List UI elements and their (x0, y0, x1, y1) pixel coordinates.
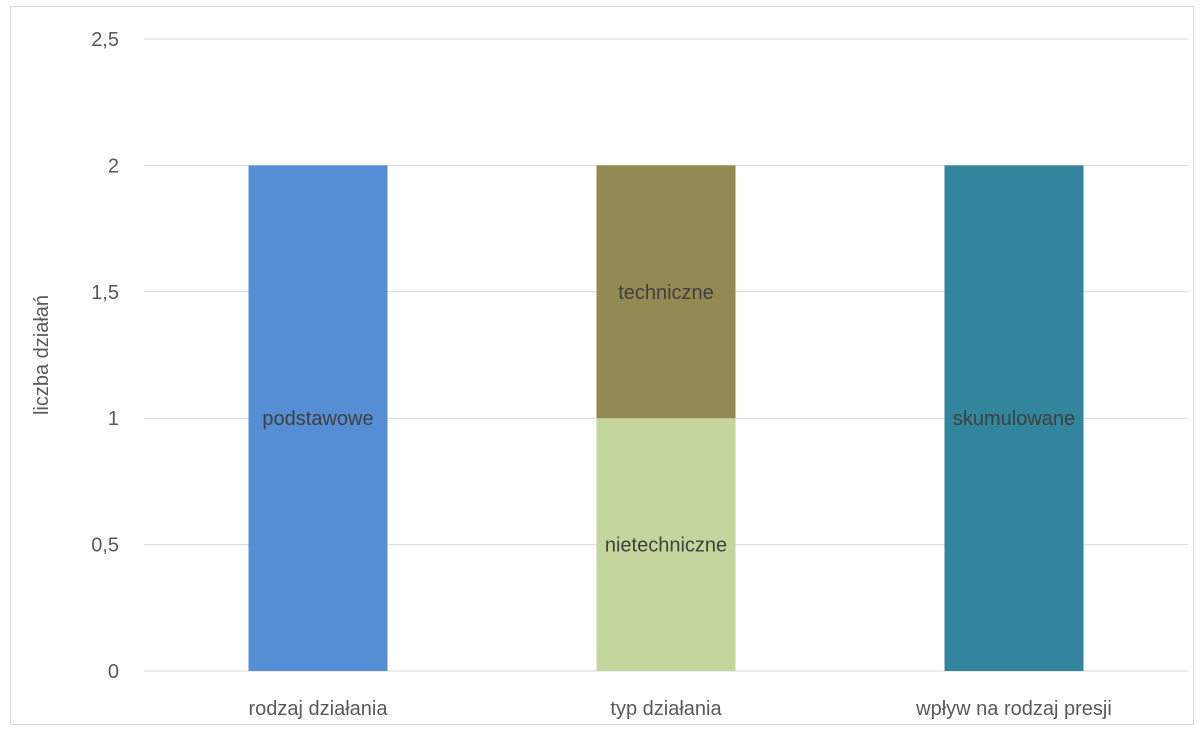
y-tick-label: 1,5 (91, 282, 119, 304)
y-tick-label: 0 (108, 661, 119, 683)
segment-labels: podstawowe nietechniczne techniczne skumulo… (262, 282, 1075, 557)
bars (248, 165, 1084, 671)
y-axis-ticks: 0 0,5 1 1,5 2 2,5 (91, 29, 119, 683)
bar-segment-techniczne (596, 165, 736, 419)
y-axis-title: liczba działań (31, 295, 53, 415)
segment-label: nietechniczne (605, 535, 727, 557)
y-tick-label: 2 (108, 155, 119, 177)
segment-label: podstawowe (262, 408, 373, 430)
x-axis-ticks: rodzaj działania typ działania wpływ na ro… (249, 698, 1112, 720)
bar-segment-nietechniczne (596, 418, 736, 671)
x-tick-label: rodzaj działania (249, 698, 389, 720)
x-tick-label: wpływ na rodzaj presji (915, 698, 1112, 720)
segment-label: skumulowane (953, 408, 1075, 430)
bar-segment-podstawowe (248, 165, 388, 671)
bar-segment-skumulowane (944, 165, 1084, 671)
y-tick-label: 2,5 (91, 29, 119, 51)
y-tick-label: 0,5 (91, 535, 119, 557)
x-tick-label: typ działania (610, 698, 722, 720)
segment-label: techniczne (618, 282, 714, 304)
y-tick-label: 1 (108, 408, 119, 430)
